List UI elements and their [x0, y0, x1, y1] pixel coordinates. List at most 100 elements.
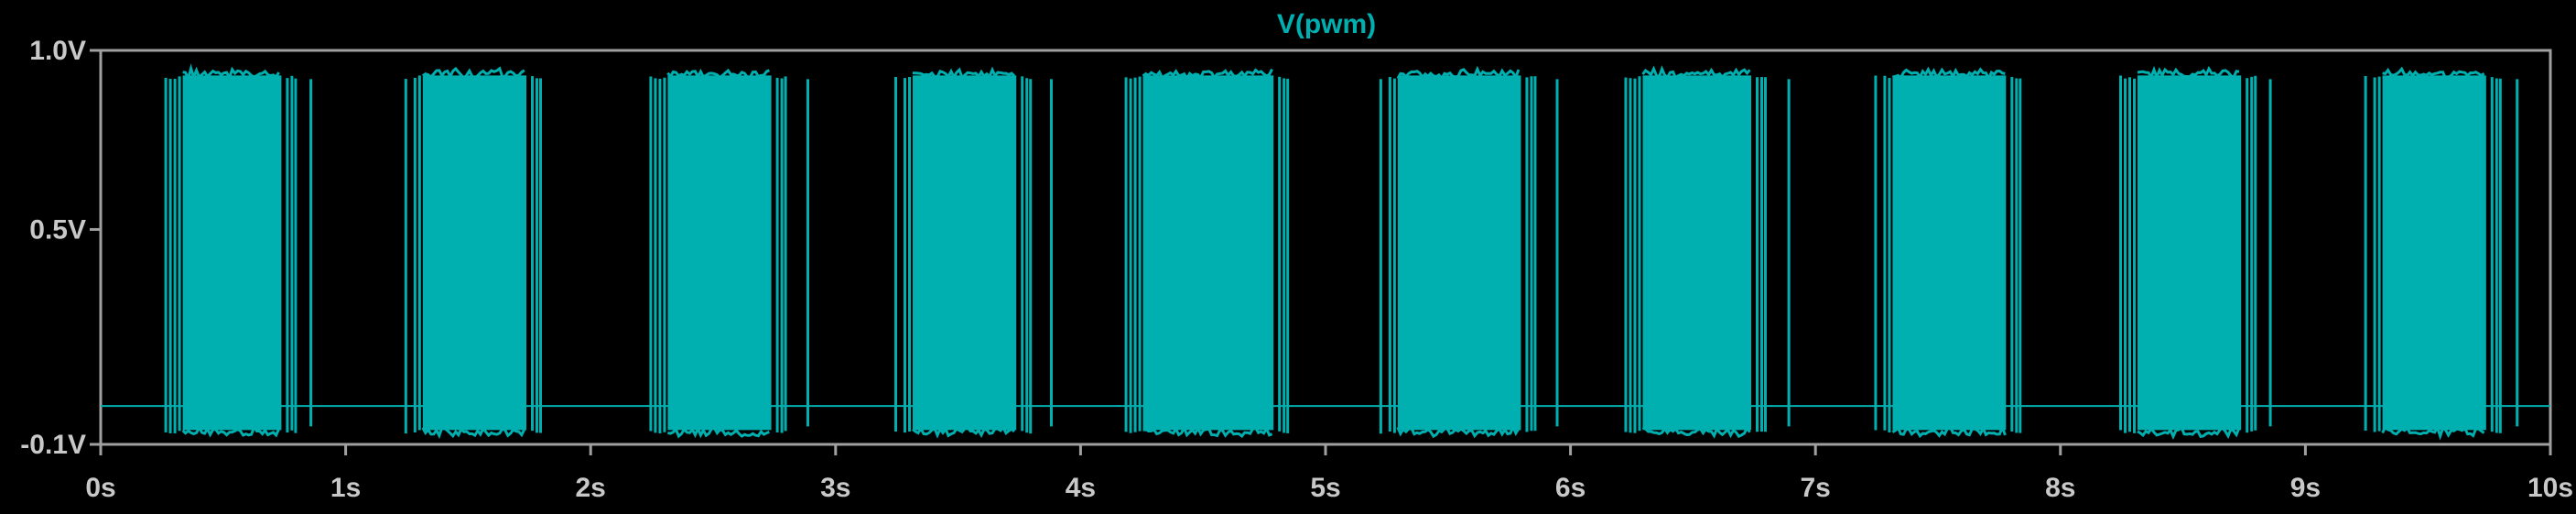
burst-fill [182, 75, 282, 431]
pwm-spike [1533, 76, 1537, 432]
pwm-spike [1388, 76, 1391, 432]
pwm-spike [536, 78, 539, 433]
pwm-spike [2373, 77, 2376, 432]
burst-bottom-edge [1641, 424, 1751, 439]
y-tick-label: 0.5V [29, 214, 86, 245]
burst-fill [1642, 75, 1752, 431]
pwm-spike [2128, 77, 2132, 432]
pwm-spike [164, 77, 168, 432]
pwm-spike [663, 77, 666, 432]
pwm-burst [1379, 65, 1559, 439]
burst-top-edge [2137, 65, 2240, 82]
pwm-spike [2124, 78, 2127, 433]
pwm-spike [173, 79, 177, 434]
x-tick-label: 9s [2290, 473, 2321, 503]
pwm-spike [531, 76, 535, 432]
pwm-spike [1530, 76, 1533, 432]
burst-top-edge [912, 66, 1015, 81]
pwm-spike [894, 77, 898, 432]
pwm-spike [1129, 78, 1132, 433]
burst-top-edge [1891, 66, 2006, 82]
pwm-spike [168, 79, 172, 434]
burst-fill [1892, 75, 2007, 431]
pwm-spike [654, 78, 657, 433]
pwm-spike [904, 78, 907, 433]
pwm-spike [413, 77, 417, 432]
axis-layer: 0s 1s 2s 3s 4s 5s 6s 7s 8s 9s 10s 1.0V 0.5V -0.1V [20, 36, 2573, 503]
burst-fill [913, 75, 1017, 431]
burst-bottom-edge [181, 424, 280, 438]
burst-fill [667, 75, 772, 431]
pwm-spike [1029, 79, 1033, 434]
pwm-spike [658, 78, 662, 433]
pwm-spike [1888, 78, 1891, 433]
pwm-burst [2364, 66, 2519, 441]
pwm-burst [649, 68, 810, 439]
pwm-spike [2364, 75, 2367, 431]
burst-bottom-edge [1891, 422, 2007, 439]
burst-fill [1142, 75, 1274, 431]
pwm-spike [1025, 78, 1029, 433]
x-tick-label: 3s [820, 473, 850, 503]
x-tick-label: 7s [1801, 473, 1831, 503]
pwm-spike [2516, 79, 2519, 427]
pwm-spike [2495, 78, 2498, 433]
burst-bottom-edge [1396, 423, 1521, 439]
pwm-spike [2010, 76, 2014, 432]
pwm-spike [2254, 75, 2257, 431]
pwm-spike [1874, 75, 1878, 431]
pwm-spike [1624, 77, 1628, 432]
burst-top-edge [182, 63, 280, 83]
pwm-spike [309, 79, 313, 427]
x-tick-label: 10s [2527, 473, 2573, 503]
pwm-burst [894, 66, 1053, 439]
pwm-spike [417, 75, 421, 431]
pwm-spike [1764, 77, 1768, 432]
burst-bottom-edge [421, 425, 526, 440]
pwm-spike [2498, 78, 2502, 433]
pwm-burst [404, 66, 543, 440]
pwm-spike [1638, 76, 1641, 432]
burst-bottom-edge [1142, 424, 1273, 439]
burst-fill [1397, 75, 1521, 431]
pwm-spike [806, 79, 810, 427]
pwm-spike [2490, 77, 2494, 432]
pwm-burst [1124, 68, 1290, 439]
pwm-spike [908, 77, 912, 432]
y-tick-label: 1.0V [29, 36, 86, 66]
burst-top-edge [1641, 65, 1751, 81]
pwm-spike [2250, 76, 2254, 432]
pwm-spike [404, 79, 407, 434]
pwm-burst [1874, 66, 2022, 439]
x-tick-label: 2s [576, 473, 606, 503]
pwm-spike [2377, 76, 2381, 432]
burst-bottom-edge [2381, 424, 2485, 441]
pwm-spike [1883, 75, 1887, 431]
trace-layer [101, 63, 2550, 441]
pwm-spike [780, 78, 784, 433]
pwm-spike [1629, 78, 1632, 433]
pwm-spike [649, 76, 653, 432]
x-tick-label: 8s [2045, 473, 2075, 503]
pwm-spike [784, 76, 787, 432]
x-tick-label: 5s [1310, 473, 1340, 503]
chart-title: V(pwm) [1277, 9, 1376, 39]
burst-fill [422, 75, 527, 431]
pwm-spike [1392, 78, 1396, 433]
pwm-burst [164, 63, 313, 438]
pwm-spike [1756, 77, 1759, 432]
burst-bottom-edge [2137, 424, 2241, 440]
burst-bottom-edge [667, 424, 770, 439]
pwm-spike [2246, 78, 2249, 433]
pwm-spike [1124, 77, 1128, 432]
pwm-burst [2119, 65, 2272, 440]
pwm-spike [290, 75, 294, 431]
pwm-spike [1525, 77, 1529, 432]
pwm-spike [286, 78, 289, 433]
x-tick-label: 1s [330, 473, 361, 503]
pwm-spike [539, 78, 543, 433]
y-tick-label: -0.1V [20, 430, 86, 460]
pwm-spike [2119, 75, 2123, 431]
